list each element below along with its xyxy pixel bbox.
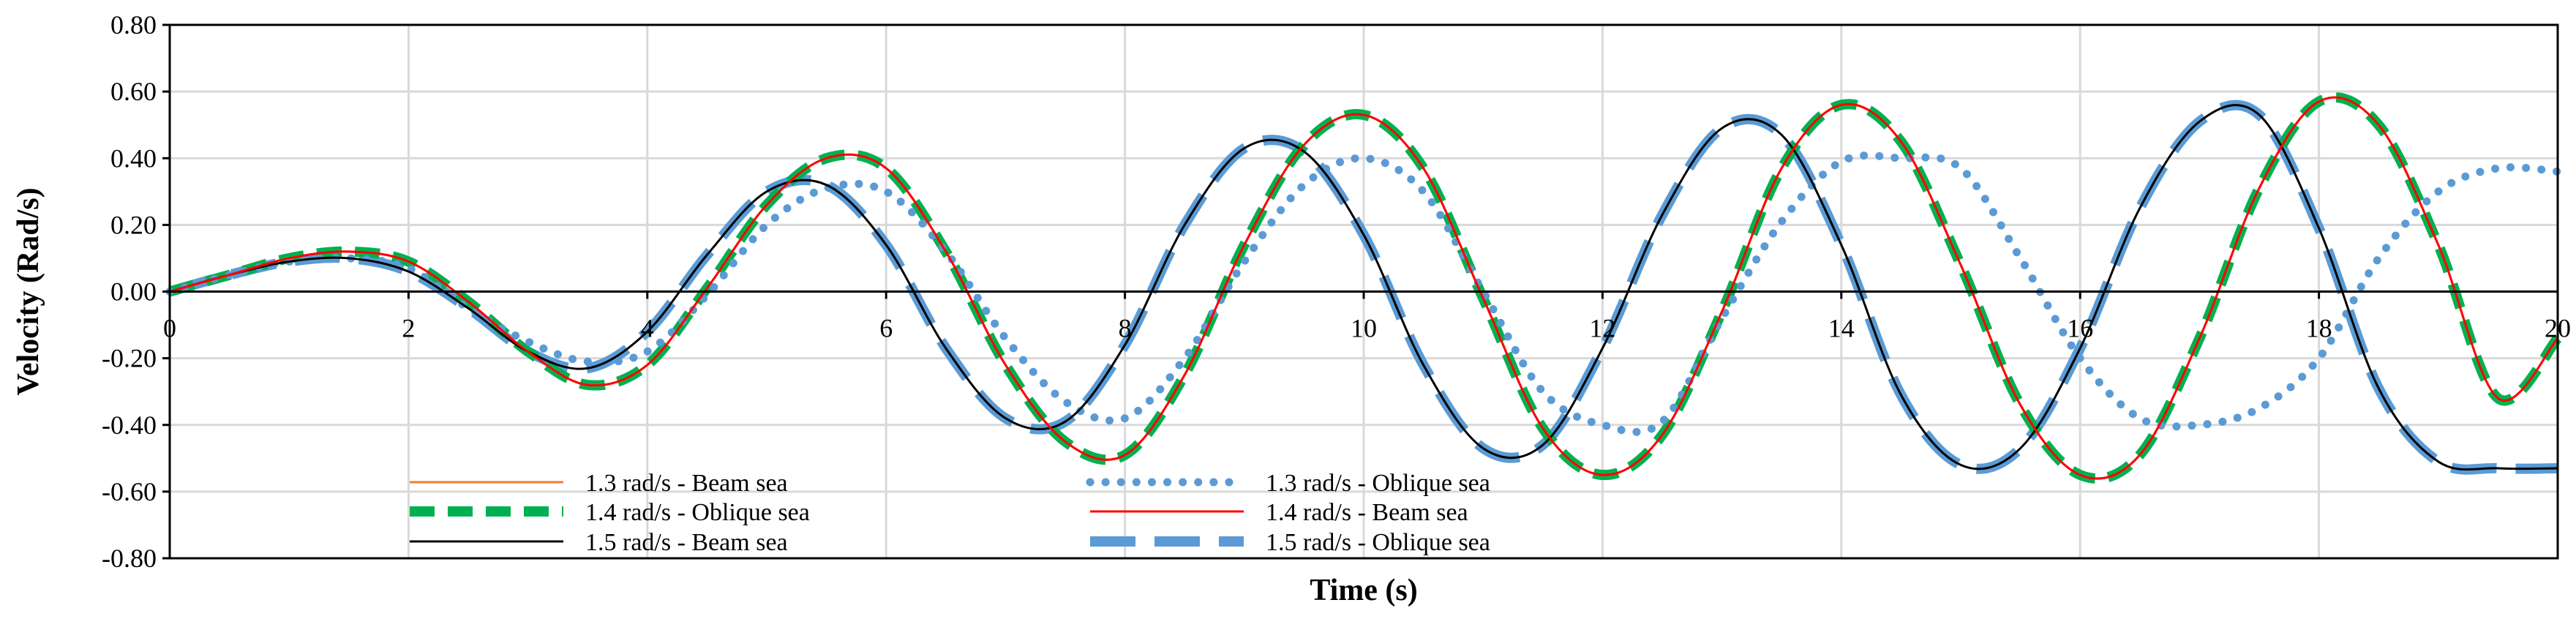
y-tick-label: -0.40 bbox=[102, 410, 157, 440]
series-line-1-4-rad-s-beam-sea bbox=[169, 96, 2559, 480]
x-tick-label: 14 bbox=[1828, 314, 1855, 343]
y-tick-label: 0.20 bbox=[110, 210, 157, 239]
y-tick-label: -0.20 bbox=[102, 344, 157, 373]
legend-label: 1.5 rad/s - Beam sea bbox=[585, 529, 788, 556]
y-tick-label: 0.60 bbox=[110, 77, 157, 106]
series-lines bbox=[165, 92, 2562, 484]
x-axis-title: Time (s) bbox=[1310, 574, 1417, 607]
x-tick-label: 12 bbox=[1589, 314, 1615, 343]
legend-label: 1.4 rad/s - Oblique sea bbox=[585, 499, 810, 526]
x-tick-label: 4 bbox=[641, 314, 654, 343]
axes: -0.80 -0.60 -0.40 -0.20 0.00 0.20 0.40 0.60 0.80… bbox=[102, 10, 2571, 573]
series-line-1-5-rad-s-beam-sea bbox=[169, 104, 2558, 471]
x-tick-label: 6 bbox=[879, 314, 893, 343]
x-tick-label: 16 bbox=[2067, 314, 2093, 343]
y-axis-title: Velocity (Rad/s) bbox=[12, 187, 45, 395]
legend-label: 1.5 rad/s - Oblique sea bbox=[1266, 529, 1490, 556]
x-tick-label: 18 bbox=[2306, 314, 2332, 343]
y-tick-label: -0.80 bbox=[102, 544, 157, 573]
x-tick-label: 2 bbox=[402, 314, 415, 343]
y-tick-label: 0.00 bbox=[110, 277, 157, 307]
x-tick-label: 10 bbox=[1351, 314, 1377, 343]
legend-label: 1.4 rad/s - Beam sea bbox=[1266, 499, 1468, 526]
y-tick-label: 0.80 bbox=[110, 10, 157, 40]
x-tick-label: 8 bbox=[1119, 314, 1132, 343]
y-tick-label: -0.60 bbox=[102, 477, 157, 506]
x-tick-label: 20 bbox=[2545, 314, 2571, 343]
x-tick-label: 0 bbox=[163, 314, 176, 343]
y-tick-label: 0.40 bbox=[110, 143, 157, 173]
legend-label: 1.3 rad/s - Beam sea bbox=[585, 470, 788, 497]
legend-label: 1.3 rad/s - Oblique sea bbox=[1266, 470, 1490, 497]
